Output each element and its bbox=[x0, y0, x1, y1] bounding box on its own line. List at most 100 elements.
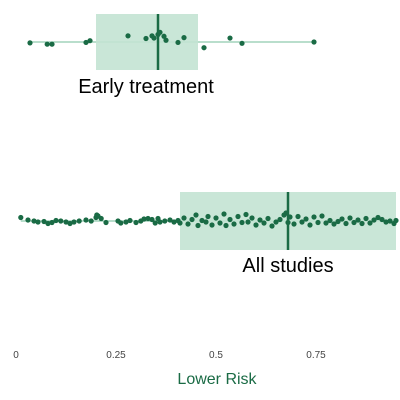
x-axis-title: Lower Risk bbox=[177, 371, 257, 388]
all-studies-point bbox=[287, 214, 293, 220]
all-studies-point bbox=[269, 223, 275, 229]
all-studies-point bbox=[53, 217, 59, 224]
early-treatment-point bbox=[239, 40, 245, 46]
all-studies-point bbox=[123, 219, 129, 225]
early-treatment-point bbox=[125, 33, 131, 39]
x-tick-label: 0.5 bbox=[209, 350, 223, 361]
all-studies-point bbox=[347, 215, 353, 221]
all-studies-point bbox=[315, 219, 321, 226]
x-tick-label: 0 bbox=[13, 350, 19, 361]
all-studies-point bbox=[94, 212, 100, 218]
all-studies-point bbox=[261, 220, 267, 226]
all-studies-point bbox=[171, 219, 177, 225]
all-studies-label: All studies bbox=[242, 255, 333, 277]
all-studies-point bbox=[379, 216, 385, 223]
all-studies-point bbox=[98, 215, 104, 222]
all-studies-point bbox=[335, 218, 341, 225]
all-studies-point bbox=[243, 211, 249, 218]
all-studies-point bbox=[31, 218, 37, 224]
all-studies-point bbox=[239, 219, 245, 226]
all-studies-point bbox=[118, 220, 124, 226]
all-studies-point bbox=[41, 218, 47, 225]
all-studies-point bbox=[359, 220, 365, 227]
early-treatment-point bbox=[143, 35, 149, 42]
group-label-layer: Early treatment All studies bbox=[78, 76, 333, 277]
all-studies-point bbox=[149, 216, 155, 223]
all-studies-point bbox=[217, 220, 223, 226]
all-studies-point bbox=[285, 219, 291, 226]
all-studies-point bbox=[103, 219, 109, 226]
all-studies-point bbox=[363, 215, 369, 222]
all-studies-point bbox=[88, 218, 94, 224]
all-studies-point bbox=[177, 220, 183, 226]
all-studies-point bbox=[185, 221, 191, 227]
all-studies-point bbox=[49, 219, 55, 226]
early-treatment-point bbox=[87, 38, 93, 44]
all-studies-point bbox=[133, 219, 139, 226]
all-studies-point bbox=[213, 215, 219, 221]
all-studies-point bbox=[303, 216, 309, 222]
all-studies-point bbox=[35, 219, 41, 225]
all-studies-point bbox=[25, 217, 31, 223]
all-studies-point bbox=[145, 215, 151, 222]
all-studies-point bbox=[355, 217, 361, 223]
all-studies-point bbox=[311, 214, 317, 220]
all-studies-point bbox=[76, 218, 82, 224]
all-studies-point bbox=[387, 218, 393, 224]
all-studies-point bbox=[367, 220, 373, 226]
early-treatment-point bbox=[311, 39, 317, 45]
all-studies-point bbox=[393, 217, 399, 224]
all-studies-point bbox=[141, 216, 147, 222]
early-treatment-point bbox=[175, 39, 181, 46]
early-treatment-point bbox=[181, 35, 187, 41]
all-studies-point bbox=[167, 217, 173, 223]
all-studies-point bbox=[375, 214, 381, 221]
all-studies-point bbox=[245, 219, 251, 225]
all-studies-point bbox=[193, 212, 199, 218]
all-studies-point bbox=[227, 216, 233, 223]
early-treatment-point bbox=[161, 33, 167, 39]
all-studies-point bbox=[253, 222, 259, 228]
all-studies-point bbox=[58, 218, 64, 224]
all-studies-point bbox=[371, 217, 377, 223]
x-axis: 0 0.25 0.5 0.75 bbox=[13, 350, 326, 361]
all-studies-point bbox=[45, 220, 51, 227]
early-treatment-point bbox=[44, 41, 50, 47]
all-studies-point bbox=[273, 219, 279, 225]
all-studies-point bbox=[307, 222, 313, 228]
all-studies-point bbox=[351, 219, 357, 226]
all-studies-point bbox=[291, 221, 297, 227]
all-studies-point bbox=[265, 215, 271, 222]
early-treatment-point bbox=[163, 37, 169, 43]
early-treatment-point bbox=[201, 45, 207, 51]
early-treatment-point bbox=[227, 35, 233, 41]
all-studies-point bbox=[205, 213, 211, 220]
early-treatment-iqr-box bbox=[96, 14, 198, 70]
all-studies-point bbox=[162, 218, 168, 224]
all-studies-point bbox=[199, 217, 205, 224]
all-studies-point bbox=[181, 215, 187, 221]
all-studies-point bbox=[71, 219, 77, 225]
all-studies-point bbox=[63, 219, 69, 225]
all-studies-point bbox=[319, 213, 325, 219]
all-studies-point bbox=[339, 216, 345, 222]
all-studies-point bbox=[203, 219, 209, 225]
x-tick-label: 0.75 bbox=[306, 350, 326, 361]
all-studies-point bbox=[277, 216, 283, 223]
all-studies-point bbox=[323, 220, 329, 226]
all-studies-point bbox=[189, 216, 195, 223]
all-studies-point bbox=[343, 220, 349, 227]
all-studies-point bbox=[209, 222, 215, 228]
all-studies-point bbox=[235, 213, 241, 220]
all-studies-point bbox=[295, 213, 301, 220]
all-studies-point bbox=[327, 217, 333, 224]
all-studies-point bbox=[18, 214, 24, 221]
all-studies-point bbox=[127, 217, 133, 224]
early-treatment-point bbox=[49, 41, 55, 47]
early-treatment-label: Early treatment bbox=[78, 76, 214, 98]
all-studies-point bbox=[195, 222, 201, 229]
all-studies-point bbox=[257, 217, 263, 223]
all-studies-point bbox=[223, 222, 229, 229]
point-layer bbox=[18, 29, 399, 229]
